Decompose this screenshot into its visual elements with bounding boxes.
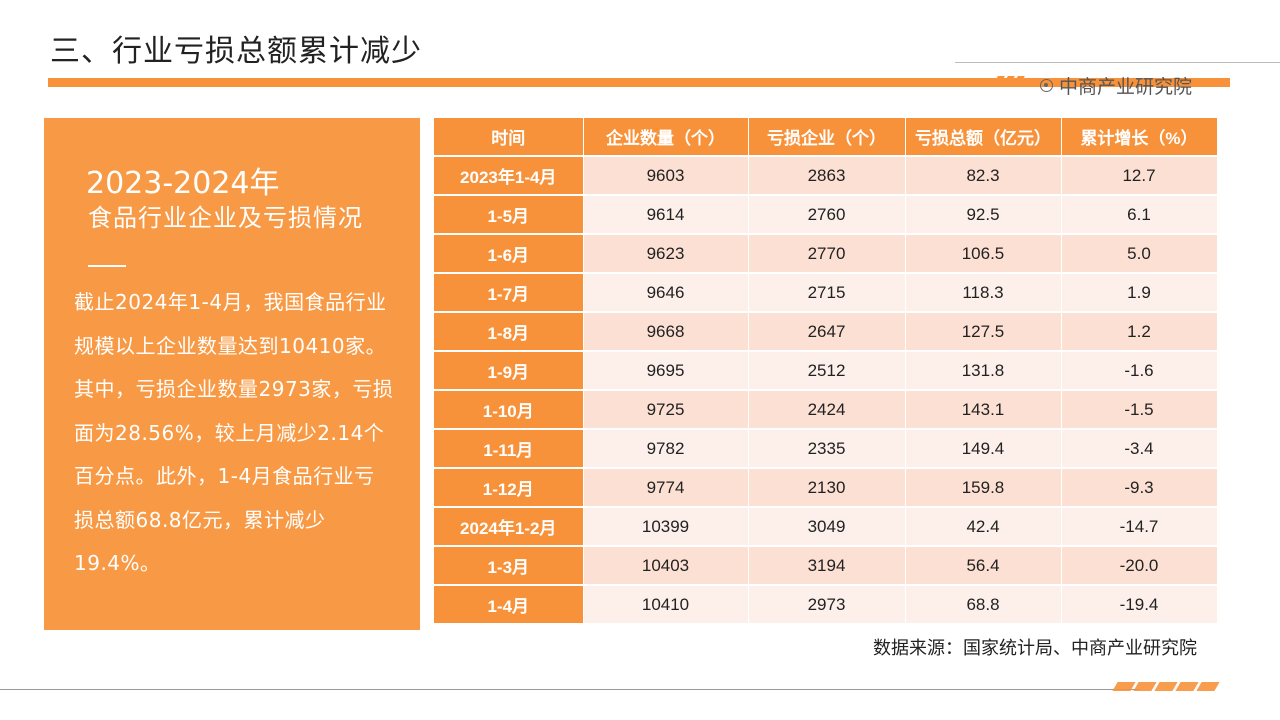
value-cell: 1.2 [1061, 312, 1218, 352]
value-cell: 9603 [583, 156, 749, 196]
data-source-note: 数据来源：国家统计局、中商产业研究院 [873, 638, 1197, 659]
column-header: 企业数量（个） [583, 118, 749, 157]
title-underline-bar [48, 78, 1230, 87]
brand-logo-icon [1040, 79, 1053, 92]
table-row: 1-6月 9623 2770 106.5 5.0 [434, 234, 1218, 274]
table-row: 1-8月 9668 2647 127.5 1.2 [434, 312, 1218, 352]
panel-subheading: 食品行业企业及亏损情况 [88, 204, 363, 232]
table-row: 1-4月 10410 2973 68.8 -19.4 [434, 585, 1218, 625]
value-cell: 9695 [583, 351, 749, 391]
value-cell: 56.4 [905, 546, 1062, 586]
value-cell: 118.3 [905, 273, 1062, 313]
value-cell: 3194 [748, 546, 906, 586]
period-cell: 1-11月 [434, 429, 584, 469]
slide-title: 三、行业亏损总额累计减少 [50, 34, 422, 69]
data-table: 时间 企业数量（个） 亏损企业（个） 亏损总额（亿元） 累计增长（%） 2023年1-4… [434, 118, 1218, 625]
value-cell: 42.4 [905, 507, 1062, 547]
column-header: 亏损总额（亿元） [905, 118, 1062, 157]
column-header: 亏损企业（个） [748, 118, 906, 157]
panel-body-text: 截止2024年1-4月，我国食品行业规模以上企业数量达到10410家。其中，亏损… [74, 290, 394, 575]
value-cell: -9.3 [1061, 468, 1218, 508]
value-cell: 2424 [748, 390, 906, 430]
value-cell: 92.5 [905, 195, 1062, 235]
table-row: 1-10月 9725 2424 143.1 -1.5 [434, 390, 1218, 430]
table-row: 2023年1-4月 9603 2863 82.3 12.7 [434, 156, 1218, 196]
value-cell: 3049 [748, 507, 906, 547]
period-cell: 2023年1-4月 [434, 156, 584, 196]
period-cell: 1-9月 [434, 351, 584, 391]
value-cell: 127.5 [905, 312, 1062, 352]
panel-heading: 2023-2024年 [86, 166, 280, 201]
column-header: 时间 [434, 118, 584, 157]
value-cell: 2760 [748, 195, 906, 235]
value-cell: 9725 [583, 390, 749, 430]
value-cell: 12.7 [1061, 156, 1218, 196]
period-cell: 1-12月 [434, 468, 584, 508]
value-cell: 2512 [748, 351, 906, 391]
value-cell: 9646 [583, 273, 749, 313]
value-cell: -20.0 [1061, 546, 1218, 586]
value-cell: -1.6 [1061, 351, 1218, 391]
value-cell: -3.4 [1061, 429, 1218, 469]
value-cell: 10399 [583, 507, 749, 547]
summary-panel: 2023-2024年 食品行业企业及亏损情况 截止2024年1-4月，我国食品行… [44, 118, 420, 630]
value-cell: 2770 [748, 234, 906, 274]
value-cell: 2647 [748, 312, 906, 352]
value-cell: -1.5 [1061, 390, 1218, 430]
value-cell: 2130 [748, 468, 906, 508]
value-cell: 159.8 [905, 468, 1062, 508]
table-row: 1-3月 10403 3194 56.4 -20.0 [434, 546, 1218, 586]
header-divider [955, 62, 1280, 63]
value-cell: 149.4 [905, 429, 1062, 469]
value-cell: 9774 [583, 468, 749, 508]
value-cell: 9614 [583, 195, 749, 235]
period-cell: 1-4月 [434, 585, 584, 625]
value-cell: 2715 [748, 273, 906, 313]
value-cell: -19.4 [1061, 585, 1218, 625]
value-cell: 106.5 [905, 234, 1062, 274]
period-cell: 1-7月 [434, 273, 584, 313]
footer-divider [0, 689, 1140, 690]
table-header-row: 时间 企业数量（个） 亏损企业（个） 亏损总额（亿元） 累计增长（%） [434, 118, 1218, 157]
value-cell: 10403 [583, 546, 749, 586]
value-cell: 131.8 [905, 351, 1062, 391]
value-cell: 9782 [583, 429, 749, 469]
table-row: 1-5月 9614 2760 92.5 6.1 [434, 195, 1218, 235]
value-cell: 2973 [748, 585, 906, 625]
value-cell: 82.3 [905, 156, 1062, 196]
period-cell: 1-6月 [434, 234, 584, 274]
table-row: 2024年1-2月 10399 3049 42.4 -14.7 [434, 507, 1218, 547]
value-cell: 68.8 [905, 585, 1062, 625]
brand-mark: 中商产业研究院 [1040, 72, 1192, 99]
value-cell: 2335 [748, 429, 906, 469]
value-cell: 2863 [748, 156, 906, 196]
value-cell: 5.0 [1061, 234, 1218, 274]
period-cell: 1-3月 [434, 546, 584, 586]
value-cell: 6.1 [1061, 195, 1218, 235]
table-row: 1-11月 9782 2335 149.4 -3.4 [434, 429, 1218, 469]
period-cell: 2024年1-2月 [434, 507, 584, 547]
table-row: 1-7月 9646 2715 118.3 1.9 [434, 273, 1218, 313]
brand-name: 中商产业研究院 [1059, 76, 1193, 98]
period-cell: 1-8月 [434, 312, 584, 352]
value-cell: 143.1 [905, 390, 1062, 430]
table-row: 1-12月 9774 2130 159.8 -9.3 [434, 468, 1218, 508]
panel-divider [88, 265, 126, 267]
footer-stripes [1112, 682, 1220, 691]
value-cell: 10410 [583, 585, 749, 625]
value-cell: -14.7 [1061, 507, 1218, 547]
value-cell: 9623 [583, 234, 749, 274]
brand-stripes [992, 76, 1025, 86]
period-cell: 1-10月 [434, 390, 584, 430]
table-row: 1-9月 9695 2512 131.8 -1.6 [434, 351, 1218, 391]
column-header: 累计增长（%） [1061, 118, 1218, 157]
value-cell: 1.9 [1061, 273, 1218, 313]
value-cell: 9668 [583, 312, 749, 352]
period-cell: 1-5月 [434, 195, 584, 235]
